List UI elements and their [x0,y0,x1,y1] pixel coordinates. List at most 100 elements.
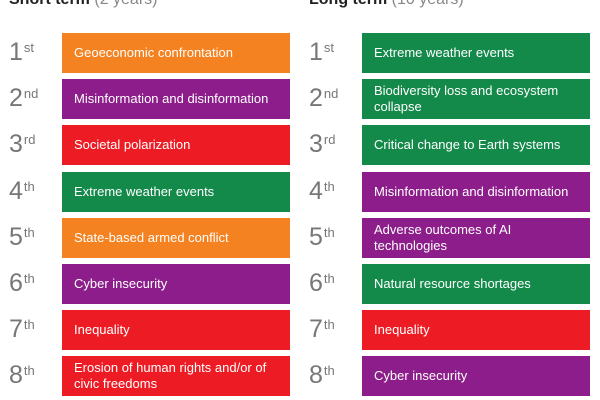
rank-suffix: st [323,40,335,55]
column: Long term (10 years) 1st Extreme weather e… [309,0,599,400]
rank: 3rd [309,129,335,159]
rank: 2nd [9,83,38,113]
rank-suffix: st [23,40,35,55]
risk-label: State-based armed conflict [74,229,229,245]
column-subtitle: (10 years) [392,0,464,8]
rank-suffix: th [23,271,35,286]
rank-number: 4 [9,176,23,205]
rank-number: 7 [9,315,23,344]
rank-number: 5 [309,222,323,251]
rank-row: 8th Cyber insecurity [309,356,599,397]
risk-box: Erosion of human rights and/or of civic … [62,356,290,397]
rank-suffix: th [323,317,335,333]
rank-row: 1st Geoeconomic confrontation [9,33,299,73]
risk-box: Extreme weather events [62,171,290,212]
risk-label: Cyber insecurity [374,368,468,384]
risk-label: Biodiversity loss and ecosystem collapse [374,83,559,115]
rank-row: 1st Extreme weather events [309,33,599,73]
column-header: Long term (10 years) [309,0,464,9]
column: Short term (2 years) 1st Geoeconomic confr… [9,0,299,400]
rank: 4th [309,176,335,206]
risk-label: Natural resource shortages [374,276,531,291]
rank-suffix: th [323,363,335,379]
risk-label: Extreme weather events [74,183,215,199]
risk-box: Critical change to Earth systems [362,125,590,166]
risk-box: State-based armed conflict [62,217,290,258]
risk-box: Inequality [362,310,590,351]
risk-box: Misinformation and disinformation [62,79,290,120]
risk-box: Inequality [62,310,290,351]
rank: 3rd [9,129,35,159]
rank-suffix: th [323,178,335,194]
rank-suffix: rd [23,132,36,148]
rank-row: 2nd Misinformation and disinformation [9,79,299,120]
risk-label: Erosion of human rights and/or of civic … [74,360,267,392]
rank: 6th [309,268,335,298]
risk-label: Societal polarization [74,137,191,153]
rank-number: 6 [9,269,23,297]
rank-suffix: nd [323,86,339,102]
rank-number: 4 [309,176,323,205]
rank-number: 5 [9,222,23,251]
rank-row: 5th State-based armed conflict [9,217,299,258]
rank: 1st [9,37,34,67]
risk-label: Cyber insecurity [74,276,168,291]
risk-label: Critical change to Earth systems [374,137,561,153]
rank-number: 7 [309,315,323,344]
rank-row: 7th Inequality [9,310,299,351]
risk-label: Inequality [74,322,130,338]
rank-row: 8th Erosion of human rights and/or of civ… [9,356,299,397]
rank-number: 3 [309,130,323,159]
risk-box: Adverse outcomes of AI technologies [362,217,590,258]
risk-box: Biodiversity loss and ecosystem collapse [362,79,590,120]
rank: 2nd [309,83,338,113]
rank: 8th [309,360,335,390]
rank-row: 6th Cyber insecurity [9,264,299,304]
rank: 5th [9,222,35,252]
rank-suffix: th [23,317,35,333]
rank-row: 3rd Critical change to Earth systems [309,125,599,166]
rank-number: 8 [9,361,23,390]
rank: 7th [9,314,35,344]
rank-number: 2 [9,84,23,113]
risk-box: Geoeconomic confrontation [62,33,290,73]
rank-number: 3 [9,130,23,159]
rank-row: 6th Natural resource shortages [309,264,599,304]
risk-box: Cyber insecurity [62,264,290,304]
rank-number: 1 [9,38,23,66]
rank-number: 2 [309,84,323,113]
rank: 5th [309,222,335,252]
rank-row: 5th Adverse outcomes of AI technologies [309,217,599,258]
risk-box: Cyber insecurity [362,356,590,397]
rank-suffix: th [23,178,35,194]
risk-box: Natural resource shortages [362,264,590,304]
column-subtitle: (2 years) [94,0,157,8]
column-title: Short term [9,0,90,8]
rank-suffix: th [323,224,335,240]
rank: 7th [309,314,335,344]
rank-suffix: rd [323,132,336,148]
rank-suffix: th [23,363,35,379]
column-title: Long term [309,0,387,8]
rank-row: 3rd Societal polarization [9,125,299,166]
rank-suffix: th [23,224,35,240]
rank-suffix: nd [23,86,39,102]
risk-label: Inequality [374,322,430,338]
risk-box: Misinformation and disinformation [362,171,590,212]
column-header: Short term (2 years) [9,0,157,9]
risk-label: Misinformation and disinformation [74,91,269,107]
risk-label: Misinformation and disinformation [374,183,569,199]
risk-label: Extreme weather events [374,45,515,60]
rank: 4th [9,176,35,206]
rank-number: 8 [309,361,323,390]
rank-suffix: th [323,271,335,286]
rank-number: 6 [309,269,323,297]
risk-box: Societal polarization [62,125,290,166]
rank-row: 4th Extreme weather events [9,171,299,212]
rank-row: 2nd Biodiversity loss and ecosystem colla… [309,79,599,120]
rank-row: 7th Inequality [309,310,599,351]
rank-number: 1 [309,38,323,66]
risk-box: Extreme weather events [362,33,590,73]
rank: 8th [9,360,35,390]
